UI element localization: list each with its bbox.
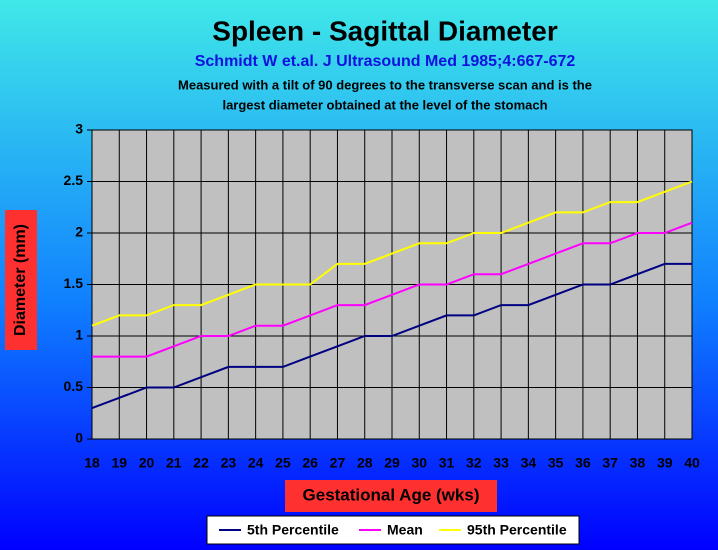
x-tick-label: 32 (466, 455, 482, 471)
chart-subtitle: Schmidt W et.al. J Ultrasound Med 1985;4… (195, 53, 576, 70)
x-tick-label: 34 (521, 455, 537, 471)
series-line (91, 262, 692, 410)
x-tick-label: 24 (248, 455, 264, 471)
y-tick-label: 2 (75, 224, 83, 240)
legend-label: 95th Percentile (467, 522, 567, 538)
x-tick-label: 35 (548, 455, 564, 471)
x-tick-label: 23 (221, 455, 237, 471)
x-tick-label: 29 (384, 455, 400, 471)
y-tick-label: 2.5 (64, 172, 84, 188)
x-tick-label: 21 (166, 455, 182, 471)
series-line (91, 180, 693, 327)
y-tick-label: 1 (75, 327, 83, 343)
y-tick-label: 0 (75, 430, 83, 446)
y-tick-label: 1.5 (64, 275, 84, 291)
x-tick-label: 27 (330, 455, 346, 471)
y-tick-label: 0.5 (64, 378, 84, 394)
legend-box (206, 515, 580, 545)
y-axis-label: Diameter (mm) (12, 224, 29, 336)
x-tick-label: 39 (657, 455, 673, 471)
x-tick-label: 30 (411, 455, 427, 471)
description: Measured with a tilt of 90 degrees to th… (178, 77, 592, 92)
chart-title: Spleen - Sagittal Diameter (212, 15, 558, 46)
legend-label: 5th Percentile (247, 522, 339, 538)
x-tick-label: 37 (602, 455, 618, 471)
x-tick-label: 31 (439, 455, 455, 471)
x-tick-label: 38 (630, 455, 646, 471)
series-line (92, 221, 693, 358)
legend-label: Mean (387, 522, 423, 538)
x-tick-label: 33 (493, 455, 509, 471)
x-tick-label: 40 (684, 455, 700, 471)
x-tick-label: 18 (84, 455, 100, 471)
y-tick-label: 3 (75, 121, 83, 137)
x-tick-label: 36 (575, 455, 591, 471)
x-tick-label: 25 (275, 455, 291, 471)
description: largest diameter obtained at the level o… (222, 97, 547, 112)
x-tick-label: 28 (357, 455, 373, 471)
y-label-box (5, 210, 37, 350)
x-tick-label: 19 (111, 455, 127, 471)
x-label-box (285, 480, 497, 512)
x-tick-label: 20 (139, 455, 155, 471)
x-axis-label: Gestational Age (wks) (303, 485, 480, 504)
x-tick-label: 26 (302, 455, 318, 471)
x-tick-label: 22 (193, 455, 209, 471)
plot-border (91, 129, 693, 440)
